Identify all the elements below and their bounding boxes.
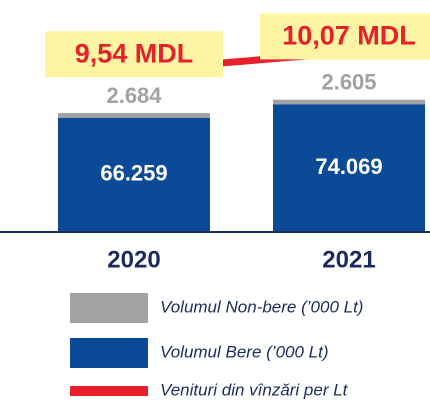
legend-swatch <box>70 293 148 323</box>
bar-value-label: 2.605 <box>321 70 376 95</box>
line-value-label: 9,54 MDL <box>75 38 194 68</box>
value-label-box <box>45 31 223 78</box>
legend-label: Venituri din vînzări per Lt <box>160 380 349 399</box>
x-tick-label: 2021 <box>322 246 375 273</box>
bar-segment <box>58 117 210 232</box>
legend-swatch <box>70 338 148 368</box>
bar-segment <box>273 104 425 232</box>
line-value-label: 10,07 MDL <box>282 21 416 51</box>
x-tick-label: 2020 <box>107 246 160 273</box>
bar-value-label: 2.684 <box>106 83 162 108</box>
legend-label: Volumul Bere (’000 Lt) <box>160 342 329 361</box>
legend-swatch <box>70 386 148 396</box>
value-label-box <box>260 13 430 60</box>
bar-segment <box>58 113 210 118</box>
bar-value-label: 66.259 <box>100 161 167 186</box>
bar-segment <box>273 99 425 105</box>
legend-label: Volumul Non-bere (’000 Lt) <box>160 297 363 316</box>
bar-value-label: 74.069 <box>315 154 382 179</box>
